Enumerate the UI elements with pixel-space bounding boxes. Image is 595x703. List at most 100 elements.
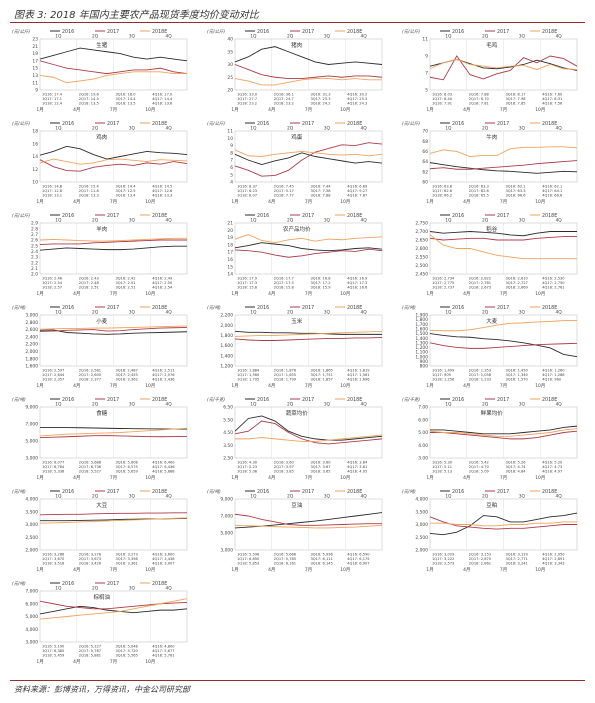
quarter-avg-cell: 3Q18: 13.4 <box>116 194 137 198</box>
quarter-label: 1Q <box>445 310 452 316</box>
quarter-label: 2Q <box>92 34 99 40</box>
quarter-avg-cell: 2Q16: 3.60 <box>274 461 295 465</box>
quarter-avg-cell: 1Q17: 17.3 <box>237 281 257 285</box>
x-tick-label: 7月 <box>110 659 117 665</box>
legend-label: 2016 <box>452 29 464 35</box>
quarter-avg-cell: 4Q18: 13.6 <box>152 102 173 106</box>
legend-label: 2016 <box>62 29 74 35</box>
quarter-avg-cell: 3Q17: 5,720 <box>116 649 139 653</box>
legend-label: 2017 <box>497 305 509 311</box>
quarter-avg-cell: 3Q18: 3.65 <box>311 470 331 474</box>
y-tick-label: 9,000 <box>220 497 233 503</box>
y-tick-label: 11 <box>32 80 38 86</box>
quarter-avg-cell: 4Q18: 4.05 <box>347 470 367 474</box>
x-tick-label: 10月 <box>145 475 155 481</box>
quarter-avg-cell: 1Q17: 27.7 <box>237 97 257 101</box>
x-tick-label: 7月 <box>500 475 507 481</box>
unit-label: (元/千克) <box>207 397 225 403</box>
quarter-label: 2Q <box>482 494 489 500</box>
quarter-avg-cell: 1Q16: 5,596 <box>237 553 260 557</box>
quarter-avg-cell: 1Q16: 2,734 <box>432 277 455 281</box>
quarter-avg-cell: 2Q18: 7.77 <box>274 194 294 198</box>
series-line-2018E <box>39 158 188 165</box>
quarter-label: 3Q <box>519 310 526 316</box>
series-line-2016 <box>234 242 383 252</box>
quarter-label: 1Q <box>55 586 62 592</box>
unit-label: (元/吨) <box>402 489 416 495</box>
series-line-2018E <box>39 71 187 84</box>
quarter-avg-cell: 4Q18: 3,343 <box>542 562 564 566</box>
series-line-2018E <box>429 146 578 157</box>
quarter-avg-cell: 2Q18: 5,881 <box>79 654 101 658</box>
x-tick-label: 10月 <box>340 475 350 481</box>
quarter-avg-cell: 4Q18: 6,907 <box>347 562 369 566</box>
y-tick-label: 1,100 <box>415 350 428 356</box>
legend-label: 2017 <box>497 29 509 35</box>
x-tick-label: 1月 <box>36 659 43 665</box>
quarter-label: 4Q <box>556 126 563 132</box>
y-tick-label: 64 <box>422 159 428 165</box>
series-line-2017 <box>430 430 578 440</box>
quarter-avg-cell: 2Q18: 3,426 <box>79 562 102 566</box>
chart-title: 农产品均价 <box>283 225 311 233</box>
y-tick-label: 15 <box>227 264 233 270</box>
y-tick-label: 16 <box>227 257 233 263</box>
quarter-avg-cell: 4Q17: 14.4 <box>152 97 173 101</box>
quarter-avg-cell: 1Q17: 6,784 <box>42 465 65 469</box>
quarter-avg-cell: 1Q18: 5.13 <box>432 470 452 474</box>
quarter-label: 1Q <box>250 126 257 132</box>
legend-label: 2017 <box>302 305 314 311</box>
quarter-avg-cell: 2Q18: 2,673 <box>469 286 491 290</box>
legend-label: 2018E <box>542 397 557 403</box>
y-tick-label: 3,000 <box>415 522 428 528</box>
quarter-avg-cell: 1Q18: 3,518 <box>42 562 65 566</box>
x-tick-label: 10月 <box>535 291 545 297</box>
quarter-avg-cell: 2Q16: 5,127 <box>79 645 101 649</box>
quarter-avg-cell: 1Q16: 6,077 <box>42 461 64 465</box>
y-tick-label: 7 <box>230 158 233 164</box>
quarter-avg-cell: 1Q18: 1,256 <box>432 378 455 382</box>
quarter-avg-cell: 3Q16: 62.1 <box>506 185 526 189</box>
quarter-avg-cell: 4Q18: 2,761 <box>542 286 564 290</box>
quarter-avg-cell: 3Q16: 8.17 <box>506 93 526 97</box>
x-tick-label: 7月 <box>110 107 117 113</box>
legend-label: 2016 <box>257 121 269 127</box>
quarter-avg-cell: 2Q17: 2.48 <box>79 281 100 285</box>
y-tick-label: 2.4 <box>31 249 38 255</box>
quarter-label: 1Q <box>445 126 452 132</box>
y-tick-label: 2,750 <box>415 221 428 227</box>
series-line-2018E <box>234 330 383 337</box>
x-tick-label: 7月 <box>110 291 117 297</box>
quarter-avg-cell: 2Q16: 1,353 <box>469 369 491 373</box>
quarter-avg-cell: 1Q16: 2,597 <box>42 369 64 373</box>
legend-label: 2017 <box>107 397 119 403</box>
quarter-avg-cell: 2Q17: 14.5 <box>79 97 99 101</box>
y-tick-label: 3,500 <box>415 509 428 515</box>
quarter-label: 2Q <box>482 126 489 132</box>
quarter-avg-cell: 2Q17: 17.5 <box>274 281 294 285</box>
y-tick-label: 7,000 <box>25 589 38 595</box>
quarter-avg-cell: 3Q17: 12.5 <box>116 189 136 193</box>
legend-label: 2016 <box>257 305 269 311</box>
y-tick-label: 2,500 <box>25 535 38 541</box>
quarter-avg-cell: 2Q16: 5,666 <box>274 553 297 557</box>
series-line-2017 <box>429 342 578 349</box>
quarter-avg-cell: 2Q16: 7.88 <box>469 93 490 97</box>
unit-label: (元/千克) <box>402 397 420 403</box>
quarter-avg-cell: 3Q17: 4.74 <box>506 465 527 469</box>
quarter-label: 4Q <box>361 34 368 40</box>
legend-label: 2018E <box>542 305 557 311</box>
quarter-avg-cell: 4Q18: 960 <box>542 378 562 382</box>
legend-label: 2016 <box>452 397 464 403</box>
quarter-avg-cell: 3Q17: 3,398 <box>116 557 139 561</box>
y-tick-label: 1,400 <box>415 336 428 342</box>
quarter-avg-cell: 4Q18: 2.54 <box>152 286 173 290</box>
y-tick-label: 3,000 <box>25 313 38 319</box>
quarter-avg-cell: 3Q18: 2,669 <box>506 286 529 290</box>
quarter-avg-cell: 2Q16: 3,276 <box>79 553 102 557</box>
y-tick-label: 17 <box>227 250 233 256</box>
quarter-avg-cell: 3Q18: 7.85 <box>506 102 526 106</box>
quarter-avg-cell: 1Q17: 6,385 <box>42 649 64 653</box>
y-tick-label: 1,900 <box>415 313 428 319</box>
y-tick-label: 6.50 <box>223 405 233 411</box>
